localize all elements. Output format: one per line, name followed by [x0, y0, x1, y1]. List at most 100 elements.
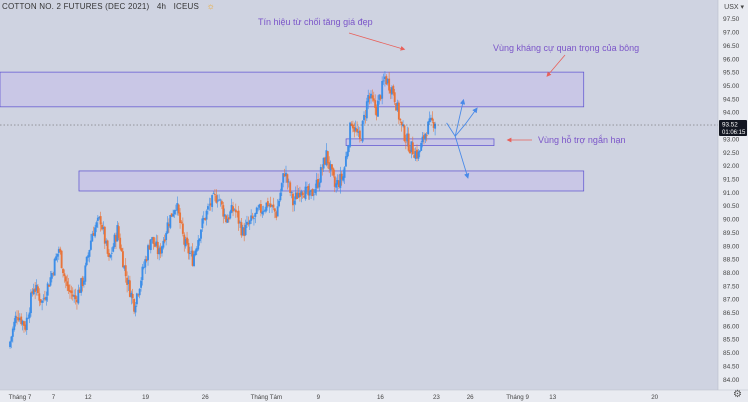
candle-body: [142, 267, 145, 268]
candle-body: [264, 209, 267, 212]
candle-body: [180, 221, 183, 223]
candle-body: [258, 204, 261, 208]
candle-body: [172, 214, 175, 217]
candle-body: [123, 265, 126, 269]
chart-header: COTTON NO. 2 FUTURES (DEC 2021) 4h ICEUS…: [2, 1, 220, 11]
candle-body: [336, 180, 339, 185]
candle-body: [50, 272, 53, 279]
candle-body: [410, 141, 413, 153]
candle-body: [193, 254, 195, 267]
candle-body: [432, 121, 435, 128]
candle-body: [32, 289, 35, 295]
candle-body: [222, 205, 225, 217]
candle-body: [216, 200, 219, 202]
candle-body: [393, 92, 396, 103]
candle-body: [331, 164, 333, 170]
resistance-label: Vùng kháng cự quan trọng của bông: [493, 43, 639, 53]
candle-body: [225, 215, 228, 223]
candle-body: [170, 213, 173, 217]
y-tick-label: 93.00: [723, 136, 740, 143]
candle-body: [209, 203, 212, 206]
countdown-label: 01:06:15: [722, 130, 746, 136]
candle-body: [101, 224, 103, 230]
y-tick-label: 92.50: [723, 150, 740, 157]
candle-body: [10, 336, 13, 342]
candle-body: [278, 200, 280, 207]
candle-body: [87, 255, 90, 258]
candle-body: [92, 233, 95, 236]
candle-body: [271, 205, 274, 207]
candle-body: [230, 204, 233, 213]
candle-body: [197, 240, 200, 250]
candle-body: [165, 233, 168, 241]
candle-body: [95, 222, 98, 228]
y-tick-label: 84.00: [723, 377, 740, 384]
candle-body: [156, 241, 159, 255]
candle-body: [14, 315, 17, 323]
currency-selector[interactable]: USX ▾: [724, 4, 744, 11]
candle-body: [333, 176, 336, 187]
candle-body: [137, 294, 140, 296]
interval-label[interactable]: 4h: [156, 2, 167, 11]
resistance-arrow: [546, 54, 566, 77]
candle-body: [402, 124, 405, 127]
candle-body: [349, 122, 352, 147]
candle-body: [42, 298, 45, 300]
candle-body: [285, 172, 287, 177]
candle-body: [314, 189, 317, 194]
candle-body: [392, 85, 395, 94]
candle-body: [110, 252, 113, 254]
y-tick-label: 89.00: [723, 243, 740, 250]
y-tick-label: 84.50: [723, 363, 740, 370]
gear-icon[interactable]: ⚙: [733, 389, 742, 400]
candle-body: [173, 210, 176, 215]
candle-body: [56, 253, 59, 257]
candle-body: [187, 242, 190, 254]
candle-body: [340, 173, 343, 180]
candle-body: [378, 94, 381, 100]
candle-body: [59, 248, 62, 252]
candle-body: [211, 195, 214, 208]
candle-body: [94, 227, 97, 237]
y-tick-label: 95.50: [723, 70, 740, 77]
candle-body: [254, 212, 257, 217]
candle-body: [434, 123, 437, 129]
candle-body: [269, 203, 272, 207]
candle-body: [397, 102, 400, 120]
candle-body: [223, 214, 226, 217]
candle-body: [120, 248, 123, 252]
candle-body: [239, 221, 241, 223]
candle-body: [109, 254, 112, 258]
candle-body: [130, 292, 133, 298]
candle-body: [344, 156, 347, 167]
candle-body: [303, 195, 306, 198]
candle-body: [300, 191, 303, 196]
candle-body: [429, 117, 432, 121]
candle-body: [177, 204, 180, 214]
symbol-title[interactable]: COTTON NO. 2 FUTURES (DEC 2021): [2, 2, 150, 11]
candle-body: [282, 173, 285, 183]
candle-body: [416, 149, 418, 159]
candle-body: [399, 118, 402, 121]
candle-body: [220, 201, 223, 205]
candle-body: [289, 182, 292, 193]
candle-body: [365, 101, 368, 119]
candle-body: [236, 211, 239, 213]
candle-body: [335, 183, 338, 188]
candle-body: [404, 141, 407, 143]
candle-body: [296, 192, 299, 199]
candle-body: [308, 190, 311, 196]
candle-body: [364, 115, 367, 117]
candle-body: [389, 89, 392, 94]
y-tick-label: 96.50: [723, 43, 740, 50]
y-tick-label: 91.00: [723, 190, 740, 197]
candle-body: [428, 118, 431, 123]
y-tick-label: 86.00: [723, 323, 740, 330]
candle-body: [27, 317, 30, 319]
candle-body: [297, 192, 300, 198]
candle-body: [237, 210, 240, 224]
candle-body: [96, 217, 99, 221]
candle-body: [406, 133, 409, 142]
candle-body: [78, 289, 81, 293]
